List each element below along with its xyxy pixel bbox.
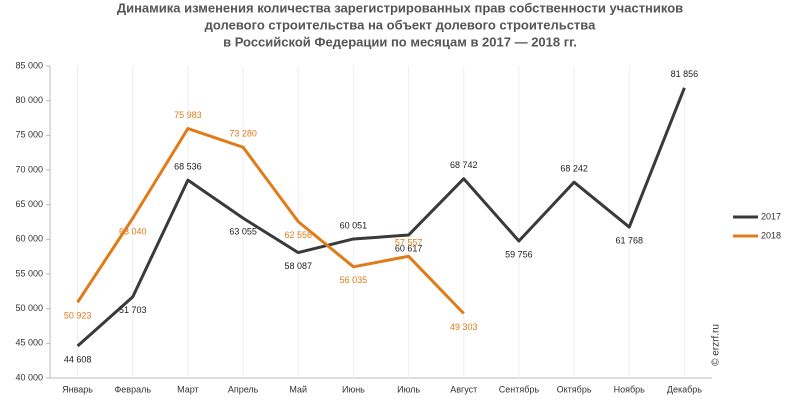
chart-title: Динамика изменения количества зарегистри… xyxy=(117,0,683,15)
data-label: 60 051 xyxy=(340,220,368,230)
data-label: 81 856 xyxy=(671,69,699,79)
x-tick-label: Май xyxy=(289,384,307,394)
y-tick-label: 70 000 xyxy=(15,164,43,174)
data-label: 60 617 xyxy=(395,243,423,253)
data-label: 75 983 xyxy=(174,110,202,120)
x-tick-label: Сентябрь xyxy=(499,384,540,394)
x-tick-label: Январь xyxy=(62,384,93,394)
x-tick-label: Февраль xyxy=(114,384,151,394)
y-tick-label: 55 000 xyxy=(15,268,43,278)
data-label: 68 242 xyxy=(560,164,588,174)
y-tick-label: 80 000 xyxy=(15,95,43,105)
y-tick-label: 60 000 xyxy=(15,234,43,244)
y-tick-label: 85 000 xyxy=(15,60,43,70)
data-label: 50 923 xyxy=(64,311,92,321)
series-line xyxy=(76,87,686,348)
data-label: 56 035 xyxy=(340,275,368,285)
data-label: 59 756 xyxy=(505,249,533,259)
data-label: 58 087 xyxy=(284,261,312,271)
x-tick-label: Июль xyxy=(397,384,420,394)
data-label: 62 556 xyxy=(284,230,312,240)
data-label: 73 280 xyxy=(229,129,257,139)
chart-title: долевого строительства на объект долевог… xyxy=(205,17,596,32)
y-tick-label: 75 000 xyxy=(15,130,43,140)
x-tick-label: Ноябрь xyxy=(614,384,646,394)
y-tick-label: 40 000 xyxy=(15,372,43,382)
x-tick-label: Октябрь xyxy=(557,384,592,394)
x-tick-label: Декабрь xyxy=(667,384,702,394)
x-tick-label: Июнь xyxy=(342,384,365,394)
legend-label: 2017 xyxy=(761,211,781,221)
x-tick-label: Август xyxy=(450,384,477,394)
legend-label: 2018 xyxy=(761,230,781,240)
data-label: 44 608 xyxy=(64,354,92,364)
x-tick-label: Апрель xyxy=(228,384,259,394)
watermark: © erzrf.ru xyxy=(711,324,722,366)
y-tick-label: 65 000 xyxy=(15,199,43,209)
chart-title: в Российской Федерации по месяцам в 2017… xyxy=(223,34,577,49)
data-label: 57 557 xyxy=(395,238,423,248)
x-tick-label: Март xyxy=(177,384,199,394)
series-line xyxy=(76,127,465,315)
data-label: 51 703 xyxy=(119,305,147,315)
data-label: 63 040 xyxy=(119,227,147,237)
data-label: 68 742 xyxy=(450,160,478,170)
data-label: 63 055 xyxy=(229,227,257,237)
y-tick-label: 50 000 xyxy=(15,303,43,313)
y-tick-label: 45 000 xyxy=(15,338,43,348)
data-label: 68 536 xyxy=(174,162,202,172)
data-label: 49 303 xyxy=(450,322,478,332)
data-label: 61 768 xyxy=(615,235,643,245)
